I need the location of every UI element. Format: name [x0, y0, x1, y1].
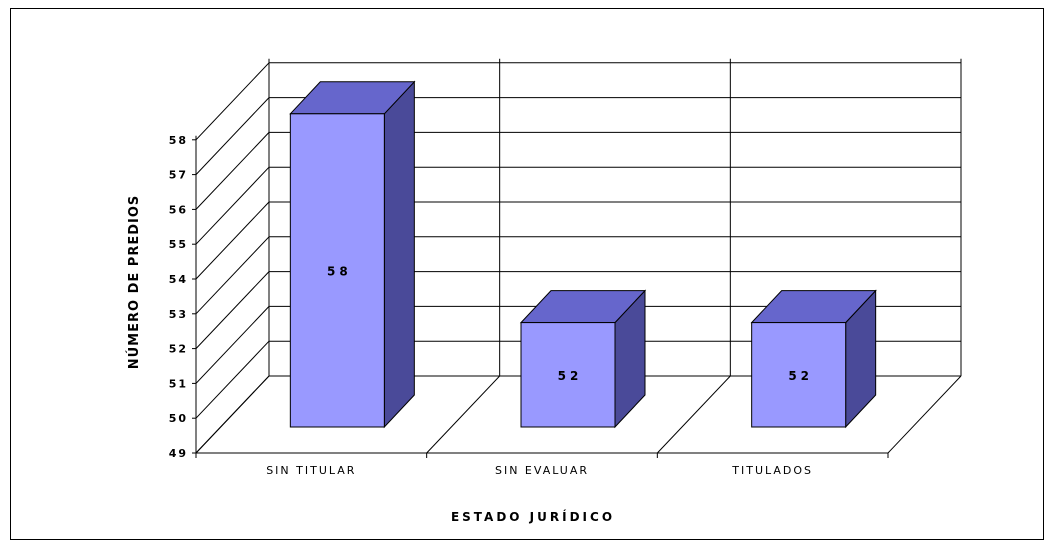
- gridline-side: [195, 166, 270, 245]
- chart-floor: [195, 375, 962, 458]
- floor-divider: [656, 375, 731, 454]
- bar-front: [520, 322, 616, 428]
- gridline-side: [195, 236, 270, 315]
- y-tick-label: 50: [169, 412, 188, 425]
- gridline-side: [195, 306, 270, 384]
- bar: 52: [519, 289, 647, 429]
- floor-divider: [195, 375, 270, 454]
- chart-walls: [195, 58, 962, 453]
- floor-divider: [887, 375, 962, 454]
- bar-front: [289, 113, 385, 428]
- chart-frame: [10, 8, 1044, 540]
- gridline-side: [195, 271, 270, 349]
- y-tick-label: 57: [169, 169, 188, 182]
- bar-data-label: 52: [788, 369, 813, 383]
- x-axis-title: ESTADO JURÍDICO: [451, 509, 615, 524]
- y-tick-label: 51: [169, 377, 188, 390]
- bar-side: [383, 80, 415, 429]
- y-tick-label: 54: [169, 273, 188, 286]
- y-tick-label: 55: [169, 238, 188, 251]
- y-tick-labels: 49 50 51 52 53 54 55 56 57 58: [169, 134, 196, 460]
- y-tick-label: 49: [169, 447, 188, 460]
- x-tick-label: SIN TITULAR: [266, 464, 356, 477]
- y-axis-title: NÚMERO DE PREDIOS: [126, 195, 142, 370]
- bar: 52: [750, 289, 877, 429]
- x-tick-label: TITULADOS: [731, 464, 813, 477]
- floor-divider: [426, 375, 501, 454]
- y-tick-label: 52: [169, 343, 188, 356]
- gridline-side: [195, 340, 270, 419]
- bars: 58 52 52: [289, 80, 877, 429]
- gridline-side: [195, 62, 270, 141]
- y-tick-label: 56: [169, 203, 188, 216]
- bar: 58: [289, 80, 416, 429]
- bar-front: [751, 322, 847, 428]
- x-tick-labels: SIN TITULAR SIN EVALUAR TITULADOS: [266, 464, 813, 477]
- gridline-side: [195, 97, 270, 175]
- gridline-side: [195, 201, 270, 280]
- bar-data-label: 58: [327, 264, 352, 278]
- bar-data-label: 52: [558, 369, 583, 383]
- y-tick-label: 53: [169, 308, 188, 321]
- x-tick-label: SIN EVALUAR: [495, 464, 589, 477]
- y-tick-label: 58: [169, 134, 188, 147]
- gridline-side: [195, 132, 270, 210]
